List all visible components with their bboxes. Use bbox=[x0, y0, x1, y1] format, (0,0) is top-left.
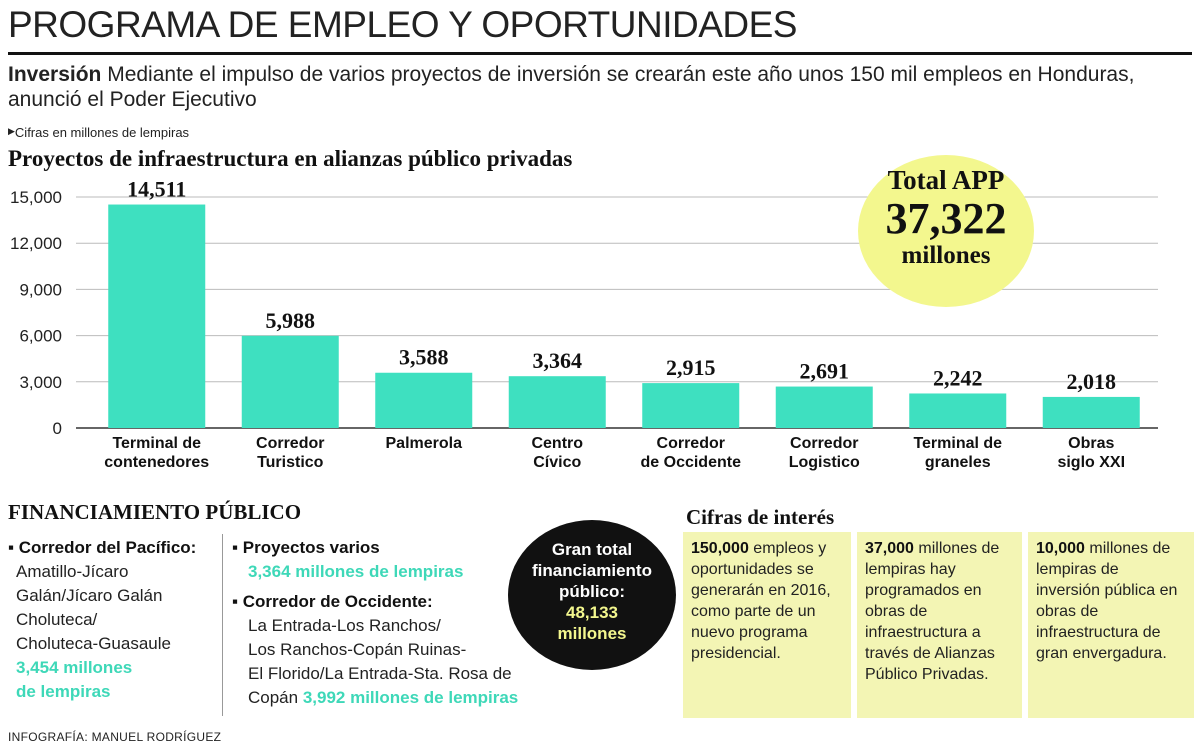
gran-total-line-3: público: bbox=[558, 582, 626, 601]
total-app-bubble: Total APP 37,322 millones bbox=[858, 155, 1034, 307]
total-app-label: Total APP bbox=[887, 165, 1005, 195]
chart-title: Proyectos de infraestructura en alianzas… bbox=[8, 146, 573, 171]
units-note-text: Cifras en millones de lempiras bbox=[14, 125, 190, 140]
pacifico-amount-2: de lempiras bbox=[16, 682, 111, 701]
x-tick-label: graneles bbox=[925, 454, 991, 471]
intro-text: Mediante el impulso de varios proyectos … bbox=[8, 63, 1135, 111]
x-tick-label: Corredor bbox=[256, 435, 324, 452]
bar bbox=[775, 386, 873, 428]
bar-value-label: 2,018 bbox=[1067, 369, 1117, 394]
total-app-unit: millones bbox=[901, 242, 991, 269]
x-tick-label: Logistico bbox=[789, 454, 860, 471]
occidente-route-4: Copán 3,992 millones de lempiras bbox=[232, 686, 572, 710]
x-tick-label: contenedores bbox=[104, 454, 209, 471]
pacifico-amount-1: 3,454 millones bbox=[16, 658, 133, 677]
page-title: PROGRAMA DE EMPLEO Y OPORTUNIDADES bbox=[8, 4, 797, 45]
card-3-bold: 10,000 bbox=[1036, 540, 1085, 557]
x-tick-label: Terminal de bbox=[913, 435, 1002, 452]
bar bbox=[375, 372, 473, 428]
cifras-title: Cifras de interés bbox=[686, 505, 835, 529]
occidente-last: Copán bbox=[248, 688, 303, 707]
y-tick-label: 3,000 bbox=[19, 373, 62, 392]
x-tick-label: Cívico bbox=[533, 454, 581, 471]
occidente-route-1: La Entrada-Los Ranchos/ bbox=[248, 616, 441, 635]
occidente-route-3: El Florido/La Entrada-Sta. Rosa de bbox=[248, 664, 512, 683]
pacifico-route-4: Choluteca-Guasaule bbox=[16, 634, 171, 653]
varios-title-row: ▪ Proyectos varios bbox=[232, 538, 380, 557]
x-tick-label: Centro bbox=[531, 435, 583, 452]
x-tick-label: Terminal de bbox=[112, 435, 201, 452]
x-tick-label: Obras bbox=[1068, 435, 1114, 452]
bar-value-label: 5,988 bbox=[266, 308, 316, 333]
bar-value-label: 2,691 bbox=[800, 359, 850, 384]
pacifico-route-2: Galán/Jícaro Galán bbox=[16, 586, 163, 605]
divider-line bbox=[222, 534, 223, 716]
y-tick-label: 0 bbox=[53, 419, 62, 438]
occidente-route-2: Los Ranchos-Copán Ruinas- bbox=[248, 640, 467, 659]
x-tick-label: de Occidente bbox=[641, 454, 742, 471]
gran-total-line-2: financiamiento bbox=[532, 561, 652, 580]
x-tick-label: Turistico bbox=[257, 454, 324, 471]
card-2-bold: 37,000 bbox=[865, 540, 914, 557]
pacifico-title-row: ▪ Corredor del Pacífico: bbox=[8, 538, 197, 557]
varios-amount: 3,364 millones de lempiras bbox=[248, 562, 464, 581]
title-rule bbox=[8, 52, 1192, 55]
gran-total-unit: millones bbox=[557, 624, 627, 643]
occidente-title: Corredor de Occidente: bbox=[242, 592, 433, 611]
bar-chart: 0 3,000 6,000 9,000 12,000 15,000 14,511 Termin… bbox=[10, 177, 1158, 471]
bar bbox=[642, 383, 740, 428]
pacifico-block: ▪ Corredor del Pacífico: Amatillo-Jícaro… bbox=[8, 536, 218, 704]
card-1-bold: 150,000 bbox=[691, 540, 749, 557]
bar-value-label: 3,364 bbox=[533, 348, 583, 373]
intro-paragraph: Inversión Mediante el impulso de varios … bbox=[8, 62, 1158, 112]
financiamiento-title: FINANCIAMIENTO PÚBLICO bbox=[8, 500, 302, 524]
gran-total-line-1: Gran total bbox=[551, 540, 633, 559]
pacifico-title: Corredor del Pacífico: bbox=[18, 538, 197, 557]
bar bbox=[909, 393, 1007, 428]
credit: INFOGRAFÍA: MANUEL RODRÍGUEZ bbox=[8, 730, 222, 744]
y-tick-label: 6,000 bbox=[19, 327, 62, 346]
y-tick-label: 12,000 bbox=[10, 234, 62, 253]
bar bbox=[508, 376, 606, 428]
card-3-text: millones de lempiras de inversión públic… bbox=[1036, 540, 1178, 662]
card-2-text: millones de lempiras hay programados en … bbox=[865, 540, 1000, 683]
bar bbox=[241, 335, 339, 428]
cifras-card-1: 150,000 empleos y oportunidades se gener… bbox=[683, 532, 851, 718]
cifras-card-3: 10,000 millones de lempiras de inversión… bbox=[1028, 532, 1194, 718]
y-tick-label: 9,000 bbox=[19, 280, 62, 299]
bar-value-label: 3,588 bbox=[399, 345, 449, 370]
varios-title: Proyectos varios bbox=[242, 538, 380, 557]
y-tick-label: 15,000 bbox=[10, 188, 62, 207]
bar bbox=[1042, 396, 1140, 428]
pacifico-route-1: Amatillo-Jícaro bbox=[16, 562, 129, 581]
occidente-title-row: ▪ Corredor de Occidente: bbox=[232, 592, 433, 611]
x-tick-label: Corredor bbox=[790, 435, 858, 452]
units-note: ▶Cifras en millones de lempiras bbox=[8, 125, 189, 140]
total-app-value: 37,322 bbox=[885, 194, 1007, 243]
pacifico-route-3: Choluteca/ bbox=[16, 610, 98, 629]
bar-value-label: 2,915 bbox=[666, 355, 716, 380]
x-tick-label: Palmerola bbox=[386, 435, 463, 452]
bar bbox=[108, 204, 206, 428]
gran-total-circle: Gran total financiamiento público: 48,13… bbox=[508, 520, 676, 670]
x-tick-label: siglo XXI bbox=[1057, 454, 1125, 471]
bar-value-label: 2,242 bbox=[933, 365, 983, 390]
gran-total-value: 48,133 bbox=[566, 603, 618, 622]
intro-bold: Inversión bbox=[8, 63, 102, 86]
triangle-icon: ▶ bbox=[8, 126, 15, 136]
varios-block: ▪ Proyectos varios 3,364 millones de lem… bbox=[232, 536, 572, 710]
cifras-card-2: 37,000 millones de lempiras hay programa… bbox=[857, 532, 1022, 718]
x-tick-label: Corredor bbox=[657, 435, 725, 452]
bar-value-label: 14,511 bbox=[127, 177, 186, 202]
occidente-amount: 3,992 millones de lempiras bbox=[302, 688, 519, 707]
card-1-text: empleos y oportunidades se generarán en … bbox=[691, 540, 831, 662]
